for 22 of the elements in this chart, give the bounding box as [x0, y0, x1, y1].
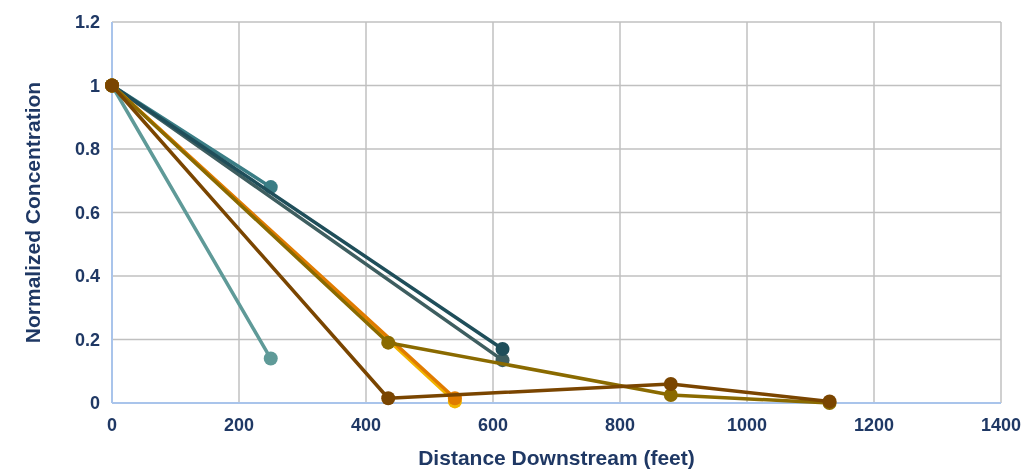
point	[663, 376, 678, 391]
point	[263, 351, 278, 366]
x-tick-label: 200	[223, 415, 255, 435]
x-tick-label: 1200	[853, 415, 895, 435]
x-axis-title: Distance Downstream (feet)	[418, 446, 695, 469]
x-tick-label: 400	[350, 415, 382, 435]
y-tick-label: 0	[89, 393, 100, 413]
x-tick-label: 0	[106, 415, 118, 435]
x-tick-label: 1000	[726, 415, 768, 435]
x-tick-label: 1400	[980, 415, 1022, 435]
y-tick-label: 0.4	[74, 266, 100, 286]
y-tick-label: 1	[89, 75, 100, 96]
y-axis-title: Normalized Concentration	[21, 81, 44, 344]
point	[381, 335, 396, 350]
x-tick-label: 600	[477, 415, 509, 435]
y-tick-label: 0.2	[74, 329, 100, 350]
y-tick-label: 1.2	[74, 12, 100, 32]
point	[495, 342, 510, 357]
x-tick-label: 800	[604, 415, 636, 435]
point	[381, 391, 396, 406]
y-tick-label: 0.8	[74, 139, 100, 159]
y-tick-label: 0.6	[74, 202, 100, 223]
